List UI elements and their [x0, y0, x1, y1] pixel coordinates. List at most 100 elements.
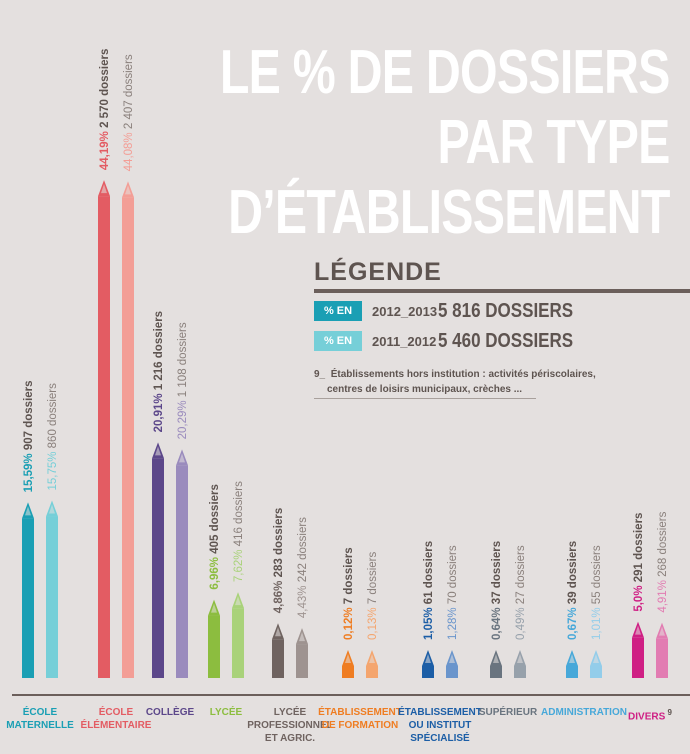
data-label: 0,12% 7 dossiers [343, 547, 355, 640]
bar-body [46, 516, 58, 678]
data-label: 1,05% 61 dossiers [423, 541, 435, 640]
legend-heading: LÉGENDE [314, 258, 442, 286]
bar-tip-highlight [49, 504, 55, 514]
category-label-line: DIVERS 9 [628, 708, 672, 723]
data-label-count: 907 dossiers [23, 380, 35, 450]
data-label-percent: 0,13% [367, 604, 379, 640]
bar-tip-highlight [125, 185, 131, 195]
bar-tip-highlight [299, 632, 305, 642]
bar-2012-9 [566, 650, 578, 678]
bar-2011-9 [590, 650, 602, 678]
data-label: 4,43% 242 dossiers [297, 517, 309, 618]
bar-2012-4 [208, 599, 220, 678]
data-label-count: 405 dossiers [209, 484, 221, 554]
category-label-line: SUPÉRIEUR [478, 707, 538, 718]
data-label-percent: 6,96% [209, 554, 221, 590]
bar-2012-1 [22, 502, 34, 678]
legend-chip: % EN [314, 331, 362, 351]
bar-2012-5 [272, 623, 284, 678]
data-label: 44,19% 2 570 dossiers [99, 49, 111, 170]
bar-body [232, 608, 244, 678]
legend-period: 2012_2013 [372, 303, 438, 319]
bar-tip-highlight [25, 506, 31, 516]
bar-tip-highlight [235, 596, 241, 606]
data-label-count: 70 dossiers [447, 545, 459, 604]
data-label-count: 39 dossiers [567, 541, 579, 604]
data-label-percent: 20,29% [177, 397, 189, 439]
category-label-line: OU INSTITUT [408, 720, 472, 731]
data-label: 0,49% 27 dossiers [515, 545, 527, 640]
bar-body [422, 666, 434, 678]
category-label-line: ET AGRIC. [264, 733, 316, 744]
bar-tip-highlight [425, 654, 431, 663]
data-label: 15,59% 907 dossiers [23, 380, 35, 492]
category-label: ADMINISTRATION [541, 706, 627, 719]
footnote-line-1: Établissements hors institution : activi… [330, 369, 596, 380]
data-label-percent: 15,75% [47, 448, 59, 490]
category-label-line: ADMINISTRATION [541, 707, 627, 718]
footnote-line-2: centres de loisirs municipaux, crèches .… [327, 384, 523, 395]
bar-body [152, 458, 164, 678]
bar-tip-highlight [517, 654, 523, 663]
bar-body [366, 666, 378, 678]
data-label-percent: 0,12% [343, 604, 355, 640]
bar-2011-7 [446, 650, 458, 678]
bar-tip-highlight [493, 654, 499, 663]
bar-2011-4 [232, 592, 244, 678]
data-label: 4,86% 283 dossiers [273, 508, 285, 614]
data-label-count: 61 dossiers [423, 541, 435, 604]
data-label: 0,13% 7 dossiers [367, 552, 379, 640]
data-label: 0,67% 39 dossiers [567, 541, 579, 640]
bar-2012-6 [342, 650, 354, 678]
bar-tip-highlight [569, 654, 575, 663]
bar-body [590, 666, 602, 678]
footnote-number: 9_ [314, 369, 326, 380]
data-label-count: 283 dossiers [273, 508, 285, 578]
bar-tip-highlight [101, 184, 107, 194]
data-label: 4,91% 268 dossiers [657, 511, 669, 612]
data-label: 20,91% 1 216 dossiers [153, 311, 165, 432]
data-label-percent: 1,01% [591, 604, 603, 640]
data-label-count: 242 dossiers [297, 517, 309, 582]
category-label: ÉCOLE MATERNELLE [6, 706, 74, 732]
data-label-count: 860 dossiers [47, 383, 59, 448]
bar-2011-10 [656, 622, 668, 678]
bar-2012-3 [152, 442, 164, 678]
bar-body [296, 644, 308, 678]
data-label: 1,01% 55 dossiers [591, 545, 603, 640]
bar-2012-10 [632, 621, 644, 678]
title-line-2: PAR TYPE [437, 108, 671, 177]
legend-chip: % EN [314, 301, 362, 321]
bar-tip-highlight [345, 654, 351, 663]
legend-count: 5 460 DOSSIERS [438, 329, 574, 352]
bar-body [446, 666, 458, 678]
category-label-line: SPÉCIALISÉ [410, 733, 470, 744]
category-label-line: ÉTABLISSEMENT [398, 707, 482, 718]
data-label: 7,62% 416 dossiers [233, 481, 245, 582]
data-label-percent: 44,08% [123, 129, 135, 171]
data-label: 5,0% 291 dossiers [633, 513, 645, 612]
data-label-percent: 15,59% [23, 450, 35, 492]
bar-tip-highlight [179, 453, 185, 463]
bar-2011-6 [366, 650, 378, 678]
bar-tip-highlight [449, 654, 455, 663]
category-label-line: ÉTABLISSEMENT [318, 707, 402, 718]
bar-2012-8 [490, 650, 502, 678]
bar-body [490, 666, 502, 678]
bar-tip-highlight [659, 626, 665, 636]
data-label-count: 416 dossiers [233, 481, 245, 546]
bar-2011-8 [514, 650, 526, 678]
bar-2011-3 [176, 449, 188, 678]
data-label-count: 27 dossiers [515, 545, 527, 604]
data-label: 6,96% 405 dossiers [209, 484, 221, 590]
data-label-count: 7 dossiers [367, 552, 379, 605]
category-label: ÉTABLISSEMENT OU INSTITUT SPÉCIALISÉ [398, 706, 482, 745]
bar-2012-2 [98, 180, 110, 678]
bar-body [176, 465, 188, 678]
data-label-percent: 4,91% [657, 577, 669, 613]
data-label-percent: 0,64% [491, 604, 503, 640]
bar-tip-highlight [275, 627, 281, 637]
x-axis-line [12, 694, 690, 696]
bar-2011-1 [46, 500, 58, 678]
